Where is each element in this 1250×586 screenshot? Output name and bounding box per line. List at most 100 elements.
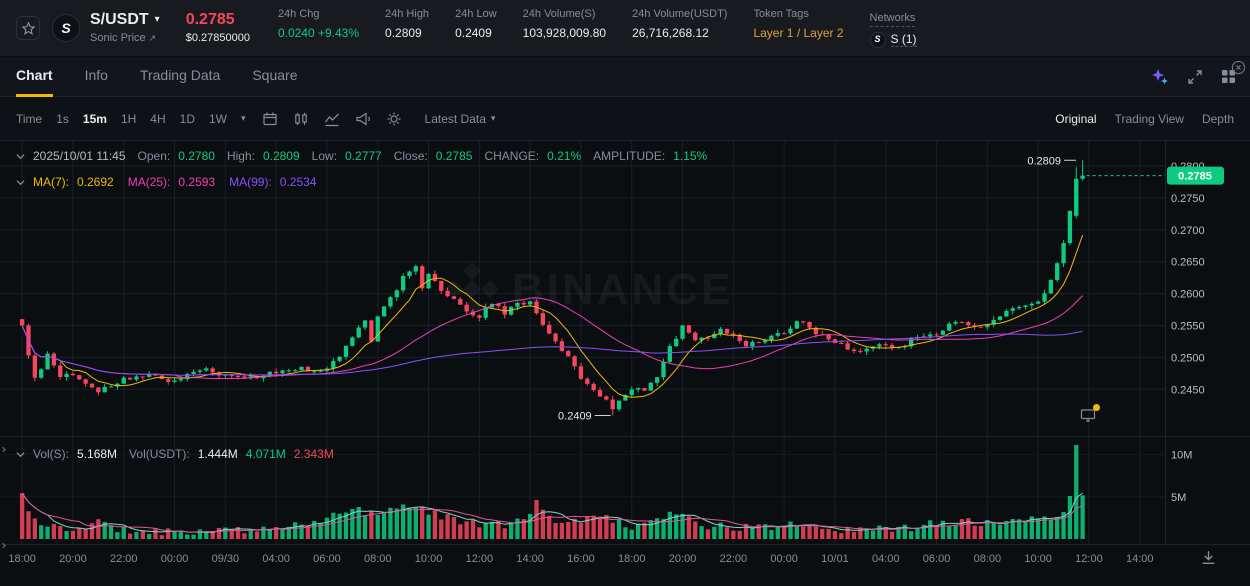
- chart-toolbar: Time 1s 15m 1H 4H 1D 1W ▾: [0, 97, 1250, 141]
- svg-text:0.2550: 0.2550: [1171, 321, 1205, 333]
- interval-15m[interactable]: 15m: [82, 111, 107, 126]
- interval-1d[interactable]: 1D: [179, 111, 195, 126]
- ai-assistant-button[interactable]: [1151, 68, 1169, 86]
- svg-text:BINANCE: BINANCE: [512, 265, 733, 314]
- stat-label: 24h Volume(USDT): [632, 7, 728, 20]
- fullscreen-icon: [1188, 69, 1202, 84]
- svg-text:18:00: 18:00: [618, 553, 646, 565]
- svg-text:22:00: 22:00: [720, 553, 748, 565]
- notification-dot: [1093, 404, 1100, 411]
- download-to-line-icon: [1202, 551, 1215, 565]
- stat-value: 0.2409: [455, 25, 492, 40]
- svg-text:16:00: 16:00: [567, 553, 595, 565]
- expand-pane-chevron-icon[interactable]: ›: [2, 442, 6, 456]
- ticker-stats: 24h Chg 0.0240 +9.43% 24h High 0.2809 24…: [277, 7, 917, 48]
- svg-text:12:00: 12:00: [466, 553, 494, 565]
- stat-value: 103,928,009.80: [522, 25, 607, 40]
- desktop-alert-icon[interactable]: [1080, 404, 1100, 428]
- stat-label: 24h Chg: [277, 7, 320, 20]
- pair-dropdown-caret-icon: ▾: [154, 14, 160, 25]
- price-page-link[interactable]: Sonic Price ↗: [90, 33, 160, 44]
- stat-value: 0.0240 +9.43%: [277, 25, 360, 40]
- stat-networks: Networks S S (1): [869, 9, 917, 48]
- svg-text:0.2785: 0.2785: [1178, 171, 1212, 183]
- view-depth[interactable]: Depth: [1201, 111, 1234, 126]
- tab-square[interactable]: Square: [252, 66, 298, 83]
- svg-text:08:00: 08:00: [364, 553, 392, 565]
- collapse-caret-icon[interactable]: [16, 450, 25, 459]
- close-circle-icon: [1231, 60, 1246, 75]
- svg-text:0.2500: 0.2500: [1171, 352, 1205, 364]
- svg-text:20:00: 20:00: [59, 553, 87, 565]
- stat-value: 26,716,268.12: [632, 25, 709, 40]
- view-tradingview[interactable]: Trading View: [1114, 111, 1184, 126]
- svg-text:06:00: 06:00: [313, 553, 341, 565]
- interval-1s[interactable]: 1s: [56, 111, 69, 126]
- stat-label: Networks: [869, 12, 916, 27]
- close-panel-button[interactable]: [1231, 60, 1246, 75]
- last-price: 0.2785: [185, 11, 235, 28]
- favorite-star-button[interactable]: [16, 16, 40, 40]
- latest-data-caret-icon: ▾: [490, 113, 496, 123]
- megaphone-icon: [355, 111, 370, 126]
- token-tags-links[interactable]: Layer 1 / Layer 2: [753, 25, 844, 40]
- expand-axis-chevron-icon[interactable]: ›: [2, 538, 6, 552]
- pair-subtitle: Sonic Price: [90, 32, 146, 44]
- stat-label: 24h Volume(S): [522, 7, 596, 20]
- interval-4h[interactable]: 4H: [150, 111, 166, 126]
- tab-info[interactable]: Info: [84, 66, 108, 83]
- svg-text:0.2750: 0.2750: [1171, 193, 1205, 205]
- svg-text:14:00: 14:00: [1126, 553, 1154, 565]
- svg-text:04:00: 04:00: [872, 553, 900, 565]
- interval-1h[interactable]: 1H: [120, 111, 137, 126]
- stat-value: 0.2809: [385, 25, 422, 40]
- collapse-caret-icon[interactable]: [16, 152, 25, 161]
- svg-text:00:00: 00:00: [770, 553, 798, 565]
- networks-value[interactable]: S S (1): [869, 31, 917, 48]
- time-label: Time: [16, 111, 43, 126]
- fullscreen-button[interactable]: [1187, 69, 1203, 85]
- svg-text:10:00: 10:00: [415, 553, 443, 565]
- kline-canvas[interactable]: BINANCE0.28000.27500.27000.26500.26000.2…: [0, 141, 1250, 586]
- svg-text:0.2600: 0.2600: [1171, 289, 1205, 301]
- svg-text:0.2650: 0.2650: [1171, 257, 1205, 269]
- svg-text:10:00: 10:00: [1024, 553, 1052, 565]
- tab-chart[interactable]: Chart: [16, 57, 53, 97]
- alerts-button[interactable]: [355, 111, 371, 127]
- chart-settings-button[interactable]: [386, 111, 402, 127]
- svg-text:10/01: 10/01: [821, 553, 849, 565]
- calendar-button[interactable]: [262, 111, 278, 127]
- indicators-button[interactable]: [324, 111, 340, 127]
- svg-text:04:00: 04:00: [262, 553, 290, 565]
- interval-1w[interactable]: 1W: [208, 111, 227, 126]
- settings-gear-icon: [387, 112, 401, 125]
- svg-text:22:00: 22:00: [110, 553, 138, 565]
- svg-text:18:00: 18:00: [8, 553, 36, 565]
- svg-text:14:00: 14:00: [516, 553, 544, 565]
- latest-data-dropdown[interactable]: Latest Data ▾: [424, 111, 496, 126]
- view-original[interactable]: Original: [1055, 111, 1097, 126]
- stat-24h-low: 24h Low 0.2409: [455, 7, 497, 48]
- stat-24h-high: 24h High 0.2809: [385, 7, 430, 48]
- pair-selector[interactable]: S/USDT ▾: [90, 12, 160, 28]
- interval-more-caret-icon[interactable]: ▾: [240, 113, 246, 123]
- calendar-icon: [262, 112, 277, 125]
- sonic-coin-logo: S: [52, 14, 80, 42]
- indicator-line-icon: [324, 113, 339, 126]
- usd-price: $0.27850000: [185, 32, 250, 44]
- stat-label: 24h High: [385, 7, 430, 20]
- section-tabbar: Chart Info Trading Data Square: [0, 57, 1250, 97]
- stat-label: 24h Low: [455, 7, 497, 20]
- chart-style-button[interactable]: [293, 111, 309, 127]
- sparkle-icon: [1152, 68, 1168, 84]
- collapse-caret-icon[interactable]: [16, 178, 25, 187]
- stat-24h-chg: 24h Chg 0.0240 +9.43%: [277, 7, 360, 48]
- tab-trading-data[interactable]: Trading Data: [139, 66, 221, 83]
- svg-text:00:00: 00:00: [161, 553, 189, 565]
- stat-token-tags: Token Tags Layer 1 / Layer 2: [753, 8, 844, 48]
- svg-text:0.2409: 0.2409: [558, 410, 592, 422]
- jump-to-latest-button[interactable]: [1198, 547, 1219, 571]
- svg-text:20:00: 20:00: [669, 553, 697, 565]
- svg-text:09/30: 09/30: [212, 553, 240, 565]
